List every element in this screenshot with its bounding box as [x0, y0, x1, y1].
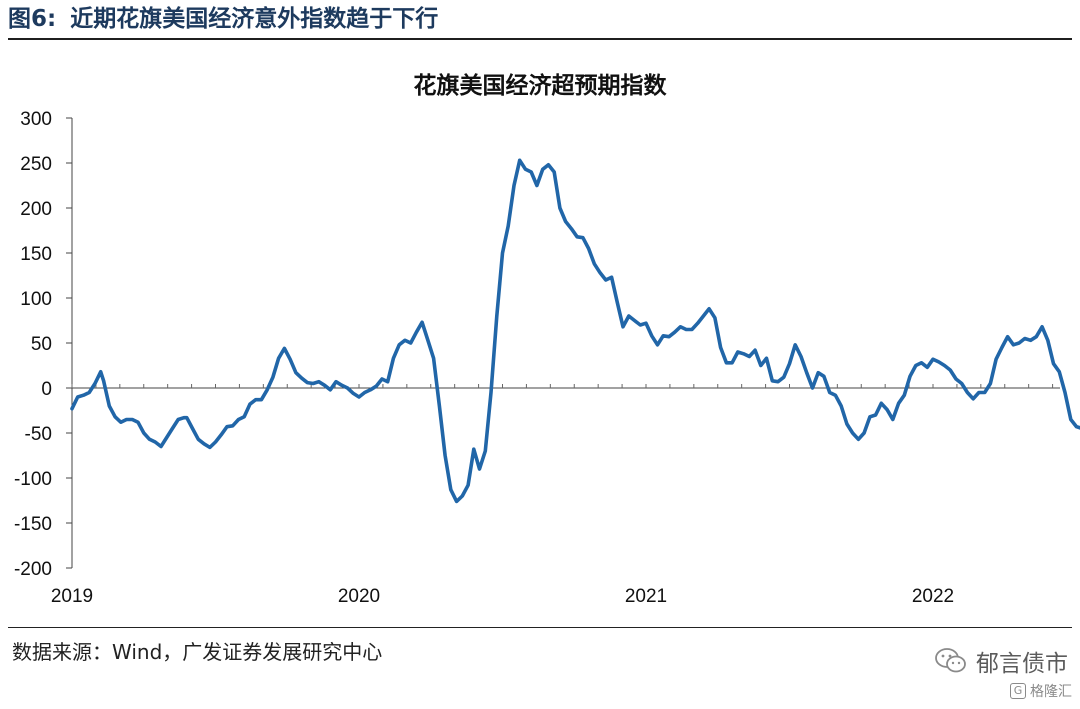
wechat-icon: [934, 646, 968, 676]
y-tick-label: -200: [14, 559, 52, 580]
watermark: 郁言债市: [934, 644, 1068, 678]
data-source-note: 数据来源：Wind，广发证券发展研究中心: [12, 640, 383, 664]
y-tick-label: 200: [20, 199, 52, 220]
platform-badge: G 格隆汇: [1010, 681, 1072, 701]
x-tick-label: 2020: [338, 586, 380, 607]
x-tick-label: 2019: [51, 586, 93, 607]
x-tick-label: 2021: [625, 586, 667, 607]
y-axis-ticks: 300 250 200 150 100 50 0 -50 -100 -150 -200: [14, 109, 72, 580]
y-tick-label: 50: [31, 334, 52, 355]
footer-divider: [8, 627, 1072, 628]
x-axis-ticks: 2019 2020 2021 2022: [51, 384, 1054, 607]
chart-axes: [71, 118, 1060, 568]
watermark-text: 郁言债市: [976, 651, 1068, 677]
y-tick-label: -50: [25, 424, 52, 445]
figure-label: 图6:: [8, 6, 57, 32]
y-tick-label: -100: [14, 469, 52, 490]
badge-text: 格隆汇: [1030, 684, 1072, 700]
chart-title: 花旗美国经济超预期指数: [413, 73, 667, 99]
y-tick-label: 300: [20, 109, 52, 130]
g-logo-icon: G: [1010, 683, 1026, 699]
y-tick-label: -150: [14, 514, 52, 535]
figure-title: 图6: 近期花旗美国经济意外指数趋于下行: [8, 2, 1072, 40]
series-line: [70, 158, 1080, 504]
x-tick-label: 2022: [912, 586, 954, 607]
y-tick-label: 0: [41, 379, 52, 400]
series-group: [70, 158, 1080, 504]
figure-title-text: 近期花旗美国经济意外指数趋于下行: [70, 6, 439, 32]
y-tick-label: 150: [20, 244, 52, 265]
y-tick-label: 100: [20, 289, 52, 310]
y-tick-label: 250: [20, 154, 52, 175]
